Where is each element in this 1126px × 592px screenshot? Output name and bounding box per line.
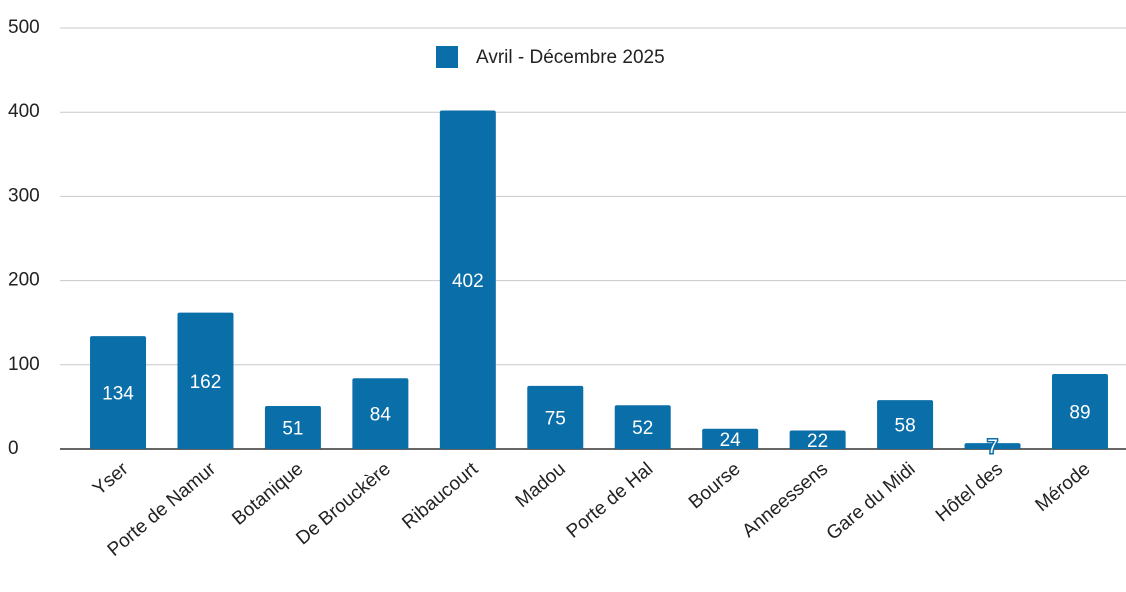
- y-tick-label: 300: [8, 185, 40, 206]
- y-tick-label: 200: [8, 270, 40, 291]
- data-label: 51: [282, 419, 303, 440]
- y-tick-label: 500: [8, 17, 40, 38]
- y-tick-label: 0: [8, 438, 19, 459]
- bar: [352, 378, 409, 449]
- x-tick-label: Botanique: [228, 459, 307, 530]
- bar: [90, 336, 147, 449]
- x-tick-label: Yser: [89, 458, 133, 500]
- data-label: 58: [895, 416, 916, 437]
- bar: [964, 443, 1021, 449]
- data-label: 134: [102, 384, 134, 405]
- data-label: 89: [1069, 403, 1090, 424]
- data-label: 402: [452, 271, 484, 292]
- data-label: 75: [545, 408, 566, 429]
- bar: [1051, 374, 1108, 449]
- data-label: 84: [370, 405, 392, 426]
- bar: [177, 312, 234, 449]
- data-label: 162: [190, 372, 222, 393]
- bar: [439, 110, 496, 450]
- y-tick-label: 100: [8, 354, 40, 375]
- x-tick-label: Bourse: [685, 459, 745, 514]
- data-label: 22: [807, 431, 828, 452]
- x-tick-label: Porte de Hal: [563, 459, 657, 543]
- data-label: 24: [720, 430, 742, 451]
- bar: [614, 405, 671, 449]
- x-tick-label: Ribaucourt: [398, 458, 482, 534]
- x-tick-label: De Brouckère: [292, 459, 394, 550]
- x-tick-label: Anneessens: [738, 459, 832, 542]
- data-label: 7: [987, 437, 998, 458]
- bar: [877, 400, 934, 449]
- x-tick-label: Hôtel des: [932, 459, 1007, 527]
- y-tick-label: 400: [8, 101, 40, 122]
- x-tick-label: Gare du Midi: [823, 459, 920, 545]
- bar: [789, 430, 846, 449]
- data-label: 52: [632, 418, 653, 439]
- x-tick-label: Madou: [512, 459, 570, 512]
- bar: [702, 428, 759, 449]
- bar: [264, 406, 321, 449]
- legend-swatch: [436, 46, 458, 68]
- bar: [527, 385, 584, 449]
- x-tick-label: Mérode: [1032, 459, 1095, 516]
- legend-label: Avril - Décembre 2025: [476, 47, 665, 68]
